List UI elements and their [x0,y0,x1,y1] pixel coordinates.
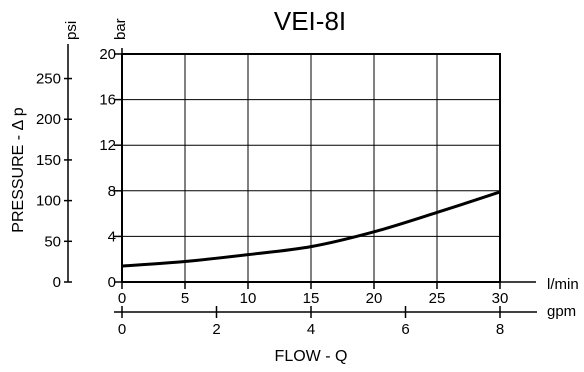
y-ticks-psi: 0 50 100 150 200 250 [36,71,72,291]
y-tick-label-psi: 150 [36,152,61,169]
y-unit-psi: psi [63,21,80,40]
y-tick-label-bar: 8 [108,183,116,200]
y-ticks-bar: 0 4 8 12 16 20 [99,46,122,291]
chart-title: VEI-8I [274,6,346,36]
y-unit-bar: bar [112,18,129,40]
y-tick-label-bar: 12 [99,137,116,154]
x-tick-label-lmin: 0 [118,290,126,307]
x-tick-label-lmin: 20 [366,290,383,307]
x-tick-label-gpm: 0 [118,321,126,338]
y-tick-label-psi: 100 [36,193,61,210]
x-tick-label-lmin: 30 [492,290,509,307]
y-tick-label-psi: 0 [53,274,61,291]
x-tick-label-lmin: 10 [240,290,257,307]
y-axis-title: PRESSURE - Δ p [10,107,27,232]
x-ticks-lmin: 0 5 10 15 20 25 30 [118,282,509,307]
x-ticks-gpm: 0 2 4 6 8 [118,306,504,338]
x-tick-label-gpm: 4 [307,321,315,338]
y-tick-label-psi: 50 [44,233,61,250]
x-unit-lmin: l/min [547,276,579,293]
x-tick-label-lmin: 25 [429,290,446,307]
x-axis-title: FLOW - Q [275,348,348,365]
x-unit-gpm: gpm [547,303,576,320]
y-tick-label-bar: 0 [108,274,116,291]
y-tick-label-bar: 16 [99,92,116,109]
x-tick-label-gpm: 8 [496,321,504,338]
x-tick-label-gpm: 6 [401,321,409,338]
y-tick-label-psi: 200 [36,111,61,128]
x-tick-label-lmin: 5 [181,290,189,307]
pressure-drop-curve [121,190,501,268]
y-tick-label-psi: 250 [36,71,61,88]
x-tick-label-gpm: 2 [212,321,220,338]
y-tick-label-bar: 4 [108,228,116,245]
y-tick-label-bar: 20 [99,46,116,63]
x-tick-label-lmin: 15 [303,290,320,307]
